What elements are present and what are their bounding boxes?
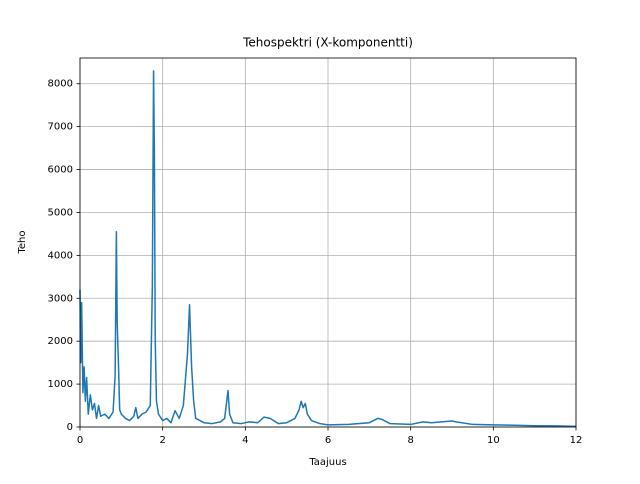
y-tick-label: 3000 bbox=[48, 293, 73, 304]
y-tick-label: 0 bbox=[67, 422, 73, 433]
y-tick-label: 5000 bbox=[48, 207, 73, 218]
plot-frame bbox=[79, 57, 577, 428]
chart-title: Tehospektri (X-komponentti) bbox=[242, 36, 413, 50]
y-axis-label: Teho bbox=[17, 230, 28, 254]
x-tick-label: 4 bbox=[242, 435, 248, 446]
x-tick-label: 2 bbox=[159, 435, 165, 446]
x-tick-label: 6 bbox=[325, 435, 331, 446]
y-tick-label: 1000 bbox=[48, 379, 73, 390]
y-tick-label: 2000 bbox=[48, 336, 73, 347]
x-tick-label: 12 bbox=[570, 435, 583, 446]
spectrum-line bbox=[79, 70, 577, 428]
x-axis-label: Taajuus bbox=[308, 457, 346, 468]
y-tick-label: 8000 bbox=[48, 79, 73, 90]
x-tick-label: 10 bbox=[487, 435, 500, 446]
x-tick-label: 0 bbox=[77, 435, 83, 446]
y-tick-label: 4000 bbox=[48, 250, 73, 261]
y-tick-label: 6000 bbox=[48, 165, 73, 176]
y-tick-label: 7000 bbox=[48, 122, 73, 133]
x-tick-label: 8 bbox=[407, 435, 413, 446]
